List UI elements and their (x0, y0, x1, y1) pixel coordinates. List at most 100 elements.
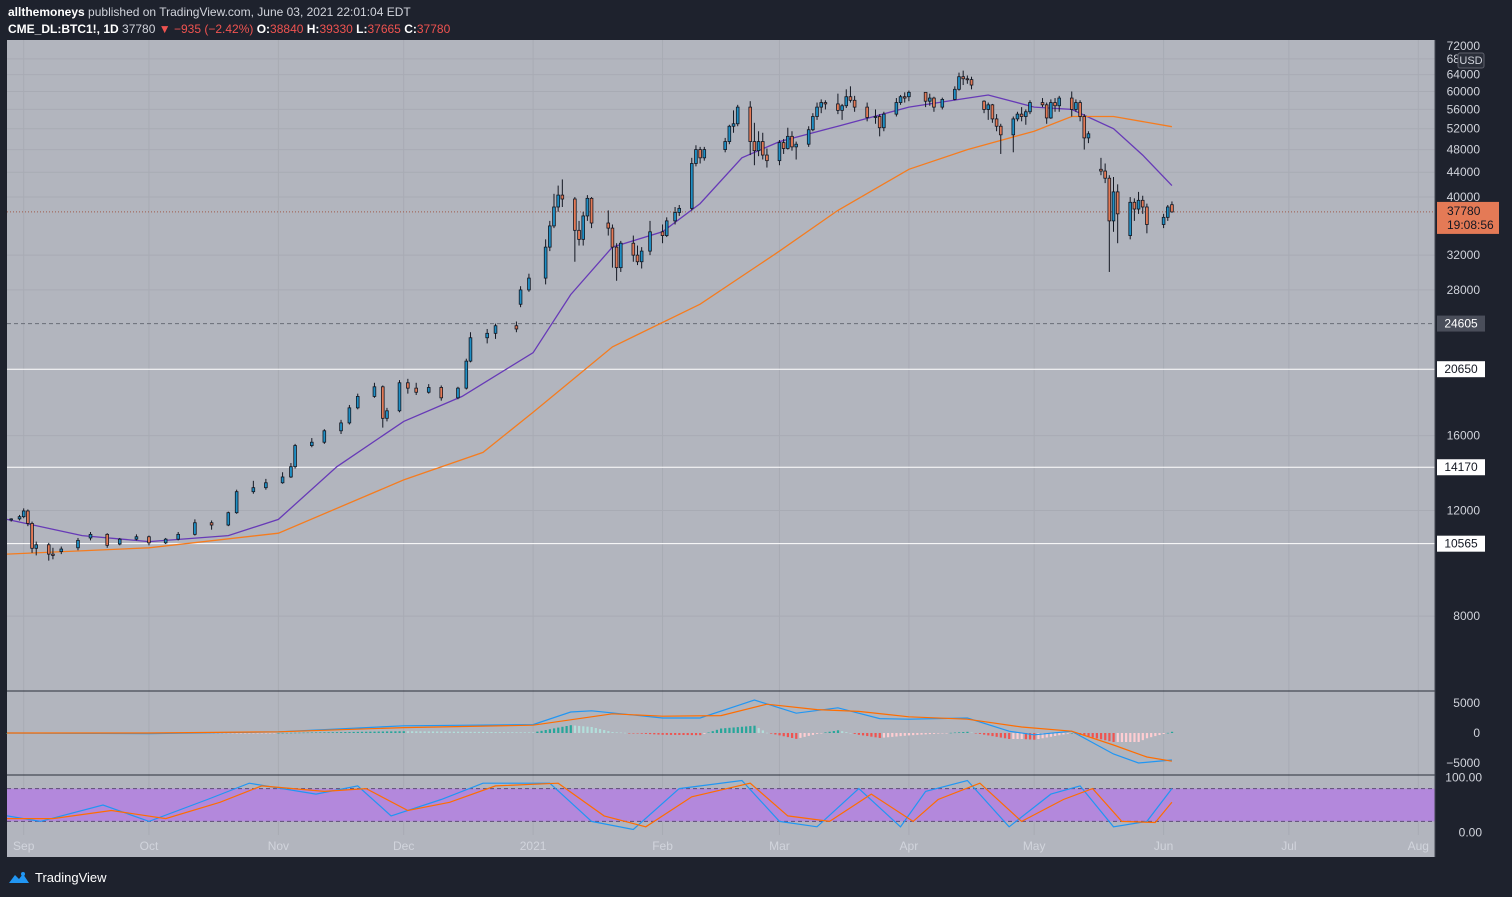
candle-body (1115, 191, 1120, 215)
macd-histogram-bar (882, 733, 886, 738)
macd-histogram-bar (1091, 733, 1094, 738)
price-axis[interactable]: 8000 12000 16000 28000 32000 40000 44000 48000 5… (1445, 39, 1485, 839)
macd-histogram-bar (987, 733, 990, 736)
candle-body (840, 105, 844, 111)
symbol-name[interactable]: CME_DL:BTC1!, 1D (8, 22, 119, 36)
candle (1115, 184, 1120, 244)
candle-body (752, 141, 757, 152)
candle (1015, 111, 1020, 122)
candle (614, 243, 619, 281)
candle-body (552, 206, 556, 227)
macd-histogram-bar (515, 732, 518, 733)
macd-axis-label: −5000 (1446, 756, 1480, 770)
macd-histogram-bar (899, 733, 902, 737)
candle (953, 86, 957, 101)
macd-histogram-bar (1024, 733, 1028, 740)
level-price-label: 10565 (1444, 537, 1478, 551)
candle-body (1136, 199, 1141, 210)
candle (193, 519, 197, 536)
macd-histogram-bar (715, 729, 719, 733)
candle-body (310, 441, 314, 446)
price-axis-label: 52000 (1447, 122, 1481, 136)
macd-histogram-bar (1145, 733, 1149, 739)
candle (660, 224, 665, 244)
candle (760, 132, 765, 160)
macd-histogram-bar (314, 732, 318, 733)
candle-body (1111, 191, 1116, 222)
macd-histogram-bar (740, 726, 744, 733)
time-axis[interactable]: Sep Oct Nov Dec 2021 Feb Mar Apr May Jun Jul Aug (13, 839, 1429, 853)
macd-histogram-bar (289, 732, 293, 734)
time-axis-label: Sep (13, 839, 35, 853)
macd-histogram-bar (331, 732, 334, 733)
macd-histogram-bar (582, 726, 585, 733)
macd-histogram-bar (903, 733, 906, 736)
high-value: 39330 (319, 22, 353, 36)
candle-body (134, 536, 139, 540)
macd-histogram-bar (991, 733, 994, 737)
macd-histogram-bar (878, 733, 881, 738)
macd-histogram-bar (327, 732, 330, 733)
macd-histogram-bar (983, 733, 986, 735)
candle (965, 75, 970, 84)
macd-histogram-bar (264, 733, 268, 734)
candle-body (46, 544, 51, 555)
candle-body (690, 163, 694, 209)
candle-body (439, 387, 444, 399)
macd-histogram-bar (561, 726, 564, 733)
macd-histogram-bar (565, 726, 568, 733)
candle-body (907, 91, 911, 98)
macd-histogram-bar (753, 725, 756, 733)
candle-body (823, 102, 828, 105)
candle (882, 111, 886, 132)
macd-histogram-bar (770, 733, 773, 734)
candle-body (998, 125, 1003, 136)
candle (1145, 203, 1149, 234)
macd-axis-label: 0 (1473, 726, 1480, 740)
candle (873, 109, 878, 124)
candle-body (493, 325, 498, 334)
author-name[interactable]: allthemoneys (8, 5, 85, 19)
candle-body (548, 225, 552, 248)
macd-histogram-bar (636, 733, 639, 734)
candle (844, 89, 849, 109)
candle-body (694, 149, 698, 164)
macd-histogram-bar (611, 732, 614, 733)
macd-histogram-bar (678, 733, 681, 735)
macd-histogram-bar (661, 733, 664, 735)
macd-histogram-bar (1003, 733, 1007, 739)
candle (1136, 191, 1141, 214)
macd-histogram-bar (1054, 733, 1057, 736)
macd-histogram-bar (235, 733, 238, 734)
macd-histogram-bar (1099, 733, 1103, 740)
low-label: L: (356, 22, 368, 36)
candle (310, 438, 314, 448)
macd-histogram-bar (887, 733, 890, 738)
moving-averages (6, 94, 1173, 555)
candle-body (777, 142, 782, 162)
macd-histogram-bar (966, 731, 969, 733)
macd-histogram-bar (377, 731, 380, 733)
candle (34, 541, 38, 556)
open-value: 38840 (270, 22, 304, 36)
macd-histogram-bar (1137, 733, 1140, 742)
candle-body (406, 382, 410, 389)
stoch-axis-label: 100.00 (1445, 771, 1482, 785)
candle-body (1128, 201, 1132, 236)
macd-histogram-bar (1045, 733, 1048, 738)
candle-body (1170, 204, 1174, 213)
macd-histogram-bar (799, 733, 802, 738)
candle-body (1074, 102, 1078, 110)
last-price: 37780 (122, 22, 156, 36)
macd-histogram-bar (1104, 733, 1107, 741)
candle (1111, 177, 1116, 232)
candle (848, 86, 853, 103)
candle (280, 472, 285, 484)
candle-body (234, 491, 239, 514)
macd-histogram-bar (978, 733, 982, 734)
tradingview-brand[interactable]: TradingView (8, 870, 107, 885)
candle (994, 114, 999, 132)
candle-body (965, 78, 970, 81)
macd-histogram-bar (649, 733, 652, 735)
